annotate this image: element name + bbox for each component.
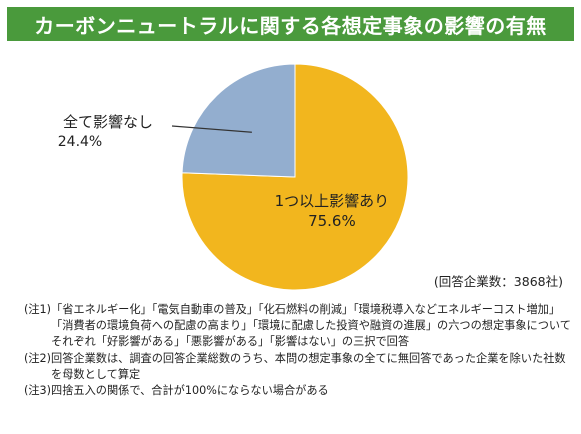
footnote-3: (注3) 四捨五入の関係で、合計が100%にならない場合がある [24,383,572,399]
footnote-tag: (注2) [24,351,52,365]
footnote-1: (注1) 「省エネルギー化」「電気自動車の普及」「化石燃料の削減」「環境税導入な… [24,302,572,351]
footnotes: (注1) 「省エネルギー化」「電気自動車の普及」「化石燃料の削減」「環境税導入な… [24,302,572,399]
footnote-tag: (注3) [24,384,52,398]
slice-label-1: 1つ以上影響あり [275,192,390,210]
pie-chart: 1つ以上影響あり 75.6% 全て影響なし 24.4% [58,63,409,291]
title-bar: カーボンニュートラルに関する各想定事象の影響の有無 [7,7,574,41]
footnote-text: 回答企業数は、調査の回答企業総数のうち、本問の想定事象の全てに無回答であった企業… [51,351,566,381]
chart-title: カーボンニュートラルに関する各想定事象の影響の有無 [34,13,547,38]
respondent-count: (回答企業数：3868社) [433,274,563,289]
footnote-2: (注2) 回答企業数は、調査の回答企業総数のうち、本問の想定事象の全てに無回答で… [24,351,572,383]
footnote-text: 「省エネルギー化」「電気自動車の普及」「化石燃料の削減」「環境税導入などエネルギ… [51,303,571,349]
slice-value-2: 24.4% [58,134,102,150]
footnote-tag: (注1) [24,303,52,316]
slice-label-2: 全て影響なし [63,113,153,131]
leader-line [171,125,252,133]
footnote-text: 四捨五入の関係で、合計が100%にならない場合がある [51,384,329,398]
pie-slice-2 [181,63,296,178]
slice-value-1: 75.6% [308,212,356,230]
